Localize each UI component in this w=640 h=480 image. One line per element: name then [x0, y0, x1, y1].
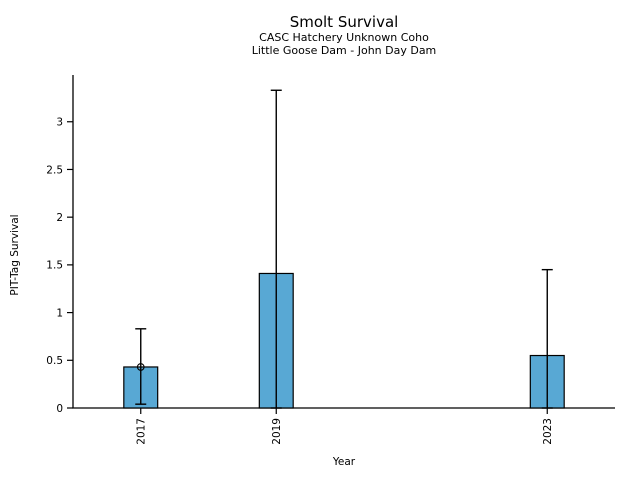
y-tick-label: 3 — [56, 117, 63, 129]
x-tick-label: 2019 — [271, 418, 283, 445]
x-axis-label: Year — [332, 456, 356, 468]
y-tick-label: 0 — [56, 403, 63, 415]
y-tick-label: 2 — [56, 212, 63, 224]
chart-subtitle-line2: Little Goose Dam - John Day Dam — [251, 44, 437, 57]
y-tick-label: 1.5 — [46, 260, 63, 272]
x-tick-label: 2023 — [542, 418, 554, 445]
point-marker-2017 — [136, 363, 145, 371]
chart-subtitle-line1: CASC Hatchery Unknown Coho — [259, 31, 429, 44]
y-tick-label: 1 — [56, 307, 63, 319]
chart-title: Smolt Survival — [289, 13, 399, 31]
y-tick-label: 2.5 — [46, 164, 63, 176]
x-tick-label: 2017 — [136, 418, 148, 445]
y-tick-label: 0.5 — [46, 355, 63, 367]
